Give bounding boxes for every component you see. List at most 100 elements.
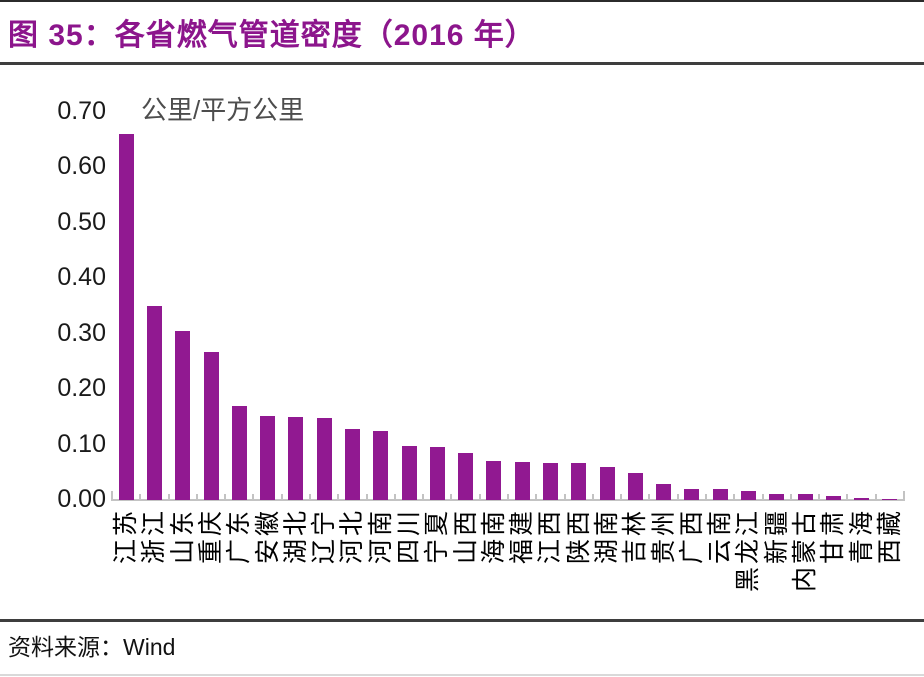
x-axis-label: 吉林 xyxy=(621,508,650,565)
x-axis-label: 内蒙古 xyxy=(791,508,819,593)
x-axis-label: 辽宁 xyxy=(310,508,339,565)
bar xyxy=(146,306,162,500)
x-axis-tick xyxy=(450,494,453,501)
x-axis-tick xyxy=(280,494,283,501)
x-axis-label: 宁夏 xyxy=(423,508,452,565)
x-axis-tick xyxy=(789,494,792,501)
bar xyxy=(882,499,898,500)
x-axis-tick xyxy=(648,494,651,501)
x-axis-label: 广东 xyxy=(225,508,254,565)
x-axis-label: 四川 xyxy=(395,508,423,565)
x-axis-label: 广西 xyxy=(677,508,706,565)
x-axis-tick xyxy=(309,494,311,501)
bar xyxy=(401,446,417,500)
bar xyxy=(458,453,474,500)
x-axis-tick xyxy=(167,494,170,501)
x-axis-tick xyxy=(563,494,566,501)
x-axis-tick xyxy=(252,494,255,501)
bar xyxy=(514,462,530,500)
x-axis-label: 甘肃 xyxy=(819,508,848,565)
x-axis-label: 贵州 xyxy=(649,508,678,565)
bar xyxy=(373,431,389,500)
y-axis-tick-label: 0.60 xyxy=(57,152,106,181)
x-axis-tick xyxy=(422,494,425,501)
x-axis-label: 云南 xyxy=(706,508,735,565)
y-axis-tick-label: 0.20 xyxy=(57,374,106,403)
top-border-line xyxy=(0,0,924,2)
x-axis-label: 重庆 xyxy=(197,508,225,565)
x-axis-tick xyxy=(733,494,736,501)
x-axis-tick xyxy=(195,494,198,501)
x-axis-tick xyxy=(761,494,764,501)
x-axis-label: 河南 xyxy=(366,508,395,565)
x-axis-label: 黑龙江 xyxy=(734,508,763,593)
bar xyxy=(260,416,276,500)
bar xyxy=(175,331,191,500)
x-axis-label: 江西 xyxy=(536,508,565,565)
y-axis-tick-label: 0.40 xyxy=(57,263,106,292)
source-note: 资料来源：Wind xyxy=(8,628,175,662)
x-axis-tick xyxy=(591,494,594,501)
bar xyxy=(769,494,785,500)
x-axis-tick xyxy=(676,494,679,501)
x-axis-tick xyxy=(846,494,849,501)
x-axis-tick xyxy=(705,494,707,501)
x-axis-label: 陕西 xyxy=(564,508,593,565)
bar xyxy=(656,484,672,500)
x-axis-tick xyxy=(393,494,396,501)
bar xyxy=(429,447,445,500)
x-axis-tick xyxy=(224,494,227,501)
x-axis-label: 山西 xyxy=(451,508,480,565)
bar xyxy=(740,491,756,500)
x-axis-label: 河北 xyxy=(338,508,367,565)
figure-title: 图 35：各省燃气管道密度（2016 年） xyxy=(8,19,536,52)
x-axis-tick xyxy=(874,494,877,501)
bar xyxy=(854,498,870,500)
x-axis-label: 西藏 xyxy=(875,508,904,565)
source-label: 资料来源： xyxy=(8,634,123,660)
x-axis-label: 湖南 xyxy=(593,508,621,565)
bar xyxy=(797,494,813,500)
y-axis-tick-label: 0.00 xyxy=(57,485,106,514)
bar xyxy=(599,467,615,500)
x-axis-tick xyxy=(507,494,509,501)
bar xyxy=(486,461,502,500)
x-axis-label: 新疆 xyxy=(762,508,791,565)
bar xyxy=(203,352,219,500)
x-axis-label: 湖北 xyxy=(281,508,310,565)
x-axis-tick xyxy=(139,494,142,501)
source-name: Wind xyxy=(123,634,176,660)
bar xyxy=(231,406,247,500)
x-axis-tick xyxy=(620,494,623,501)
bar xyxy=(316,418,332,500)
bar xyxy=(571,463,587,500)
x-axis-label: 安徽 xyxy=(253,508,282,565)
x-axis-label: 江苏 xyxy=(112,508,141,565)
bar xyxy=(684,489,700,500)
x-axis-tick xyxy=(818,494,821,501)
bar xyxy=(344,429,360,500)
bottom-border-line xyxy=(0,674,924,676)
x-axis-tick xyxy=(365,494,368,501)
y-axis-tick-label: 0.50 xyxy=(57,207,106,236)
bar xyxy=(288,417,304,500)
bar xyxy=(118,134,134,500)
y-axis-tick-label: 0.10 xyxy=(57,429,106,458)
bar xyxy=(712,489,728,500)
source-divider-line xyxy=(0,619,924,622)
x-axis-label: 青海 xyxy=(847,508,876,565)
x-axis-label: 浙江 xyxy=(140,508,169,565)
x-axis-label: 海南 xyxy=(479,508,508,565)
gas-pipeline-density-bar-chart: 公里/平方公里 0.00 0.10 0.20 0.30 0.40 0.50 0.60 0.70… xyxy=(57,95,905,593)
x-axis-tick xyxy=(111,491,113,501)
x-axis-label: 山东 xyxy=(168,508,197,565)
x-axis-tick xyxy=(535,494,538,501)
title-divider-line xyxy=(0,62,924,65)
y-axis-tick-label: 0.70 xyxy=(57,96,106,125)
x-axis-tick xyxy=(478,494,481,501)
bar xyxy=(542,463,558,500)
bar xyxy=(825,496,841,500)
y-axis-tick-label: 0.30 xyxy=(57,318,106,347)
x-axis-tick xyxy=(903,491,905,501)
